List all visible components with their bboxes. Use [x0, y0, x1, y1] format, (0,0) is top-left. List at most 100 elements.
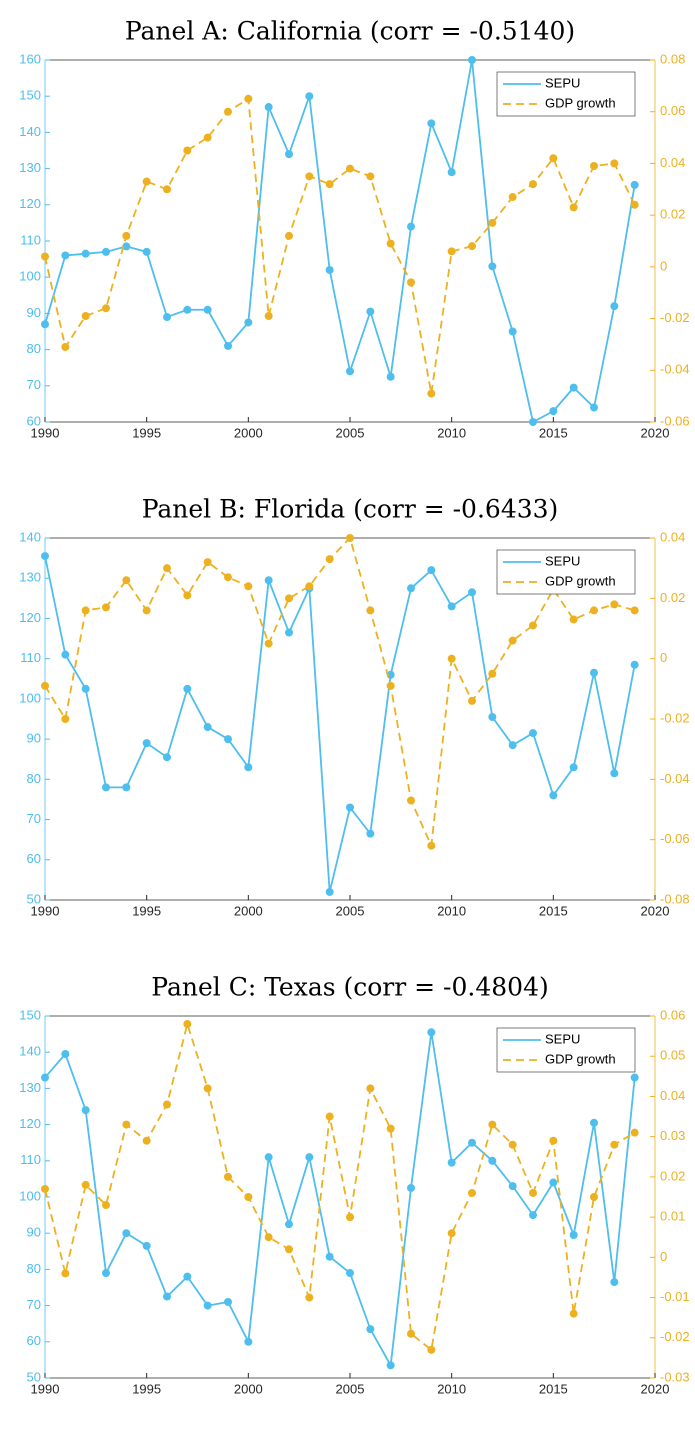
point [61, 650, 70, 659]
point [508, 636, 517, 645]
point [590, 606, 598, 615]
point [102, 247, 110, 256]
point [325, 180, 334, 189]
point [488, 669, 497, 678]
x-tick-label: 2000 [234, 903, 263, 918]
point [183, 684, 192, 693]
point [590, 668, 598, 677]
point [264, 1233, 273, 1242]
point [264, 103, 273, 112]
point [203, 1301, 212, 1310]
point [427, 841, 436, 850]
panel: Panel C: Texas (corr = -0.4804) 1990 1995 2… [19, 973, 689, 1397]
series-line [44, 536, 635, 850]
chart-title: Panel A: California (corr = -0.5140) [125, 17, 575, 46]
x-tick-label: 2020 [641, 425, 670, 440]
point [122, 1120, 131, 1129]
point [508, 741, 517, 750]
point [61, 1050, 70, 1059]
point [386, 681, 395, 690]
point [508, 1182, 517, 1191]
y2-tick-label: 0.04 [660, 529, 685, 544]
y-tick-label: 80 [27, 771, 41, 786]
point [325, 887, 334, 896]
y2-tick-label: 0.01 [660, 1209, 685, 1224]
point [142, 177, 151, 186]
point [488, 262, 497, 271]
point [285, 1220, 293, 1229]
point [407, 222, 415, 231]
legend-box [496, 549, 636, 595]
point [529, 1188, 537, 1197]
legend-box [496, 1027, 636, 1073]
point [163, 313, 171, 322]
point [264, 576, 273, 585]
x-tick-label: 1990 [31, 1381, 60, 1396]
y2-tick-label: -0.02 [660, 1329, 690, 1344]
point [488, 218, 497, 227]
point [468, 696, 476, 705]
point [447, 1158, 456, 1167]
point [183, 591, 192, 600]
point [203, 558, 212, 567]
point [468, 1138, 476, 1147]
point [102, 304, 110, 313]
y-tick-label: 130 [19, 160, 41, 175]
y-tick-label: 140 [19, 124, 41, 139]
y-tick-label: 140 [19, 529, 41, 544]
point [569, 1231, 578, 1240]
x-tick-label: 2005 [336, 903, 365, 918]
x-tick-label: 2000 [234, 1381, 263, 1396]
point [407, 584, 415, 593]
point [102, 783, 110, 792]
point [590, 1193, 598, 1201]
point [41, 252, 49, 261]
point [407, 1183, 415, 1192]
chart-title: Panel B: Florida (corr = -0.6433) [142, 495, 559, 524]
y2-tick-label: 0 [660, 258, 667, 273]
point [346, 803, 354, 812]
y2-tick-label: -0.02 [660, 710, 690, 725]
y-tick-label: 110 [20, 232, 41, 247]
y-tick-label: 130 [19, 1080, 41, 1095]
y2-tick-label: -0.06 [660, 831, 690, 846]
y2-tick-label: -0.06 [660, 413, 690, 428]
x-tick-label: 1990 [31, 903, 60, 918]
point [183, 146, 192, 155]
point [346, 367, 354, 376]
point [386, 239, 395, 248]
point [244, 763, 253, 772]
point [488, 1120, 497, 1129]
x-tick-label: 2015 [539, 1381, 568, 1396]
point [468, 242, 476, 251]
y-tick-label: 100 [19, 269, 41, 284]
point [488, 712, 497, 721]
point [366, 1084, 375, 1093]
point [427, 1028, 436, 1037]
y2-tick-label: 0.08 [660, 51, 685, 66]
point [81, 684, 90, 693]
point [427, 1345, 436, 1354]
y-tick-label: 100 [19, 1188, 41, 1203]
point [61, 251, 70, 260]
point [81, 1180, 90, 1189]
y-tick-label: 60 [27, 851, 41, 866]
y-tick-label: 90 [27, 305, 41, 320]
point [224, 573, 232, 582]
y-tick-label: 100 [19, 690, 41, 705]
point [244, 1337, 253, 1346]
point [610, 159, 619, 168]
point [41, 320, 49, 329]
y2-tick-label: 0.04 [660, 155, 685, 170]
point [468, 588, 476, 597]
point [325, 265, 334, 274]
y2-tick-label: -0.02 [660, 310, 690, 325]
point [569, 383, 578, 392]
x-tick-label: 1995 [132, 1381, 161, 1396]
y-tick-label: 50 [27, 891, 41, 906]
x-tick-label: 1990 [31, 425, 60, 440]
point [590, 1118, 598, 1127]
y-tick-label: 150 [19, 1007, 41, 1022]
y-tick-label: 130 [19, 570, 41, 585]
point [142, 247, 151, 256]
